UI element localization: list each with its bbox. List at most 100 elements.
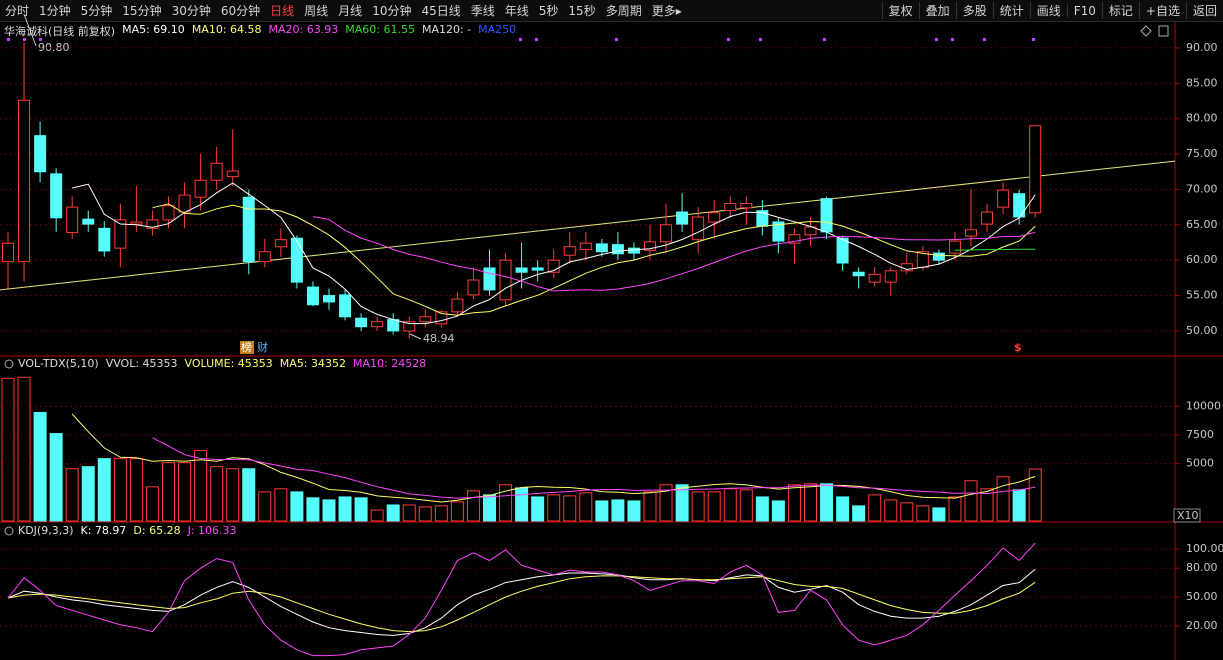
volume-bar xyxy=(258,491,272,522)
volume-bar xyxy=(450,501,464,522)
indicator-icon[interactable] xyxy=(4,359,14,369)
legend-entry: MA250 xyxy=(478,23,517,36)
toolbar-button[interactable]: 画线 xyxy=(1029,2,1067,19)
volume-bar xyxy=(884,499,898,522)
volume-bar xyxy=(868,494,882,522)
toolbar-tab[interactable]: 周线 xyxy=(304,4,329,18)
candle-body xyxy=(226,170,239,178)
toolbar-tab[interactable]: 日线 xyxy=(270,4,295,18)
toolbar-button[interactable]: F10 xyxy=(1066,3,1102,18)
indicator-title: VOL-TDX(5,10) xyxy=(18,357,99,370)
candle-body xyxy=(820,198,833,233)
signal-marker: $ xyxy=(1014,341,1022,354)
candle-body xyxy=(130,221,143,225)
toolbar-tab[interactable]: 年线 xyxy=(504,4,529,18)
toolbar-tab[interactable]: 15秒 xyxy=(568,4,596,18)
volume-bar xyxy=(836,496,850,522)
toolbar-button[interactable]: 复权 xyxy=(881,2,919,19)
volume-bar xyxy=(707,491,721,522)
candle-body xyxy=(258,251,271,263)
candle-body xyxy=(50,173,63,219)
candle-body xyxy=(595,243,608,253)
volume-bar xyxy=(290,491,304,522)
toolbar-tab[interactable]: 60分钟 xyxy=(220,4,261,18)
volume-bar xyxy=(402,504,416,522)
diamond-icon[interactable] xyxy=(1140,25,1152,37)
candle-body xyxy=(579,242,592,251)
candle-body xyxy=(371,321,384,328)
volume-bar xyxy=(306,497,320,522)
ma-line xyxy=(954,248,1036,251)
square-icon[interactable] xyxy=(1158,25,1169,37)
candle-body xyxy=(451,298,464,313)
volume-bar xyxy=(338,496,352,522)
volume-bar xyxy=(948,496,962,522)
candle-body xyxy=(146,219,159,229)
volume-bar xyxy=(852,505,866,522)
candle-body xyxy=(98,227,111,252)
toolbar-tab[interactable]: 10分钟 xyxy=(372,4,412,18)
legend-entry: MA5: 69.10 xyxy=(122,23,185,36)
toolbar-button[interactable]: 叠加 xyxy=(918,2,956,19)
candle-body xyxy=(162,205,175,221)
legend-entry: VVOL: 45353 xyxy=(105,357,178,370)
candle-body xyxy=(547,259,560,273)
volume-bar xyxy=(691,491,705,522)
toolbar-tab[interactable]: 季线 xyxy=(470,4,495,18)
legend-entry: D: 65.28 xyxy=(133,524,181,537)
toolbar-tab[interactable]: 5秒 xyxy=(538,4,559,18)
candle-body xyxy=(932,252,945,261)
unit-label: X10 xyxy=(1177,509,1199,522)
volume-bar xyxy=(980,488,994,522)
candle-body xyxy=(884,270,897,283)
volume-bar xyxy=(322,499,336,522)
toolbar-button[interactable]: 多股 xyxy=(955,2,993,19)
toolbar-tab[interactable]: 30分钟 xyxy=(171,4,211,18)
candle-body xyxy=(965,229,977,237)
volume-ma-line xyxy=(152,437,1036,499)
kdj-line xyxy=(7,542,1036,657)
badge[interactable]: 财 xyxy=(257,340,268,354)
toolbar-tab[interactable]: 分时 xyxy=(5,4,30,18)
volume-bar xyxy=(820,483,834,522)
candle-body xyxy=(274,239,287,248)
volume-bar xyxy=(595,500,609,522)
candle-body xyxy=(740,203,753,209)
legend-entry: K: 78.97 xyxy=(80,524,127,537)
toolbar-button[interactable]: 返回 xyxy=(1185,2,1223,19)
legend-entry: MA60: 61.55 xyxy=(345,23,415,36)
toolbar-button[interactable]: 标记 xyxy=(1101,2,1139,19)
candle-body xyxy=(178,194,191,213)
high-pointer xyxy=(23,13,37,47)
toolbar-button[interactable]: 统计 xyxy=(992,2,1030,19)
toolbar-tab[interactable]: 5分钟 xyxy=(80,4,113,18)
volume-bar xyxy=(659,484,673,522)
volume-bar xyxy=(418,506,432,522)
candle-body xyxy=(499,259,512,301)
volume-bar xyxy=(113,458,127,522)
toolbar-tab[interactable]: 更多▸ xyxy=(651,4,682,18)
toolbar-tab[interactable]: 月线 xyxy=(338,4,363,18)
volume-bar xyxy=(964,480,978,522)
volume-bar xyxy=(611,499,625,522)
toolbar-tab[interactable]: 45日线 xyxy=(421,4,461,18)
candle-body xyxy=(114,219,127,249)
y-tick-label: 50.00 xyxy=(1186,590,1218,603)
indicator-icon[interactable] xyxy=(4,526,14,536)
candle-body xyxy=(611,244,624,255)
volume-bar xyxy=(434,505,448,522)
toolbar-tab[interactable]: 多周期 xyxy=(605,4,642,18)
toolbar-tab[interactable]: 1分钟 xyxy=(39,4,71,18)
candle-body xyxy=(836,237,849,264)
candle-body xyxy=(306,286,319,306)
volume-bar xyxy=(483,494,496,522)
badge[interactable]: 榜 xyxy=(241,340,252,354)
y-tick-label: 50.00 xyxy=(1186,324,1218,337)
volume-bar xyxy=(1028,468,1042,522)
toolbar-button[interactable]: +自选 xyxy=(1138,2,1186,19)
kdj-line xyxy=(7,575,1036,633)
kdj-header: KDJ(9,3,3) K: 78.97 D: 65.28 J: 106.33 xyxy=(18,524,237,537)
toolbar-tab[interactable]: 15分钟 xyxy=(122,4,162,18)
badge-bg xyxy=(240,341,254,354)
